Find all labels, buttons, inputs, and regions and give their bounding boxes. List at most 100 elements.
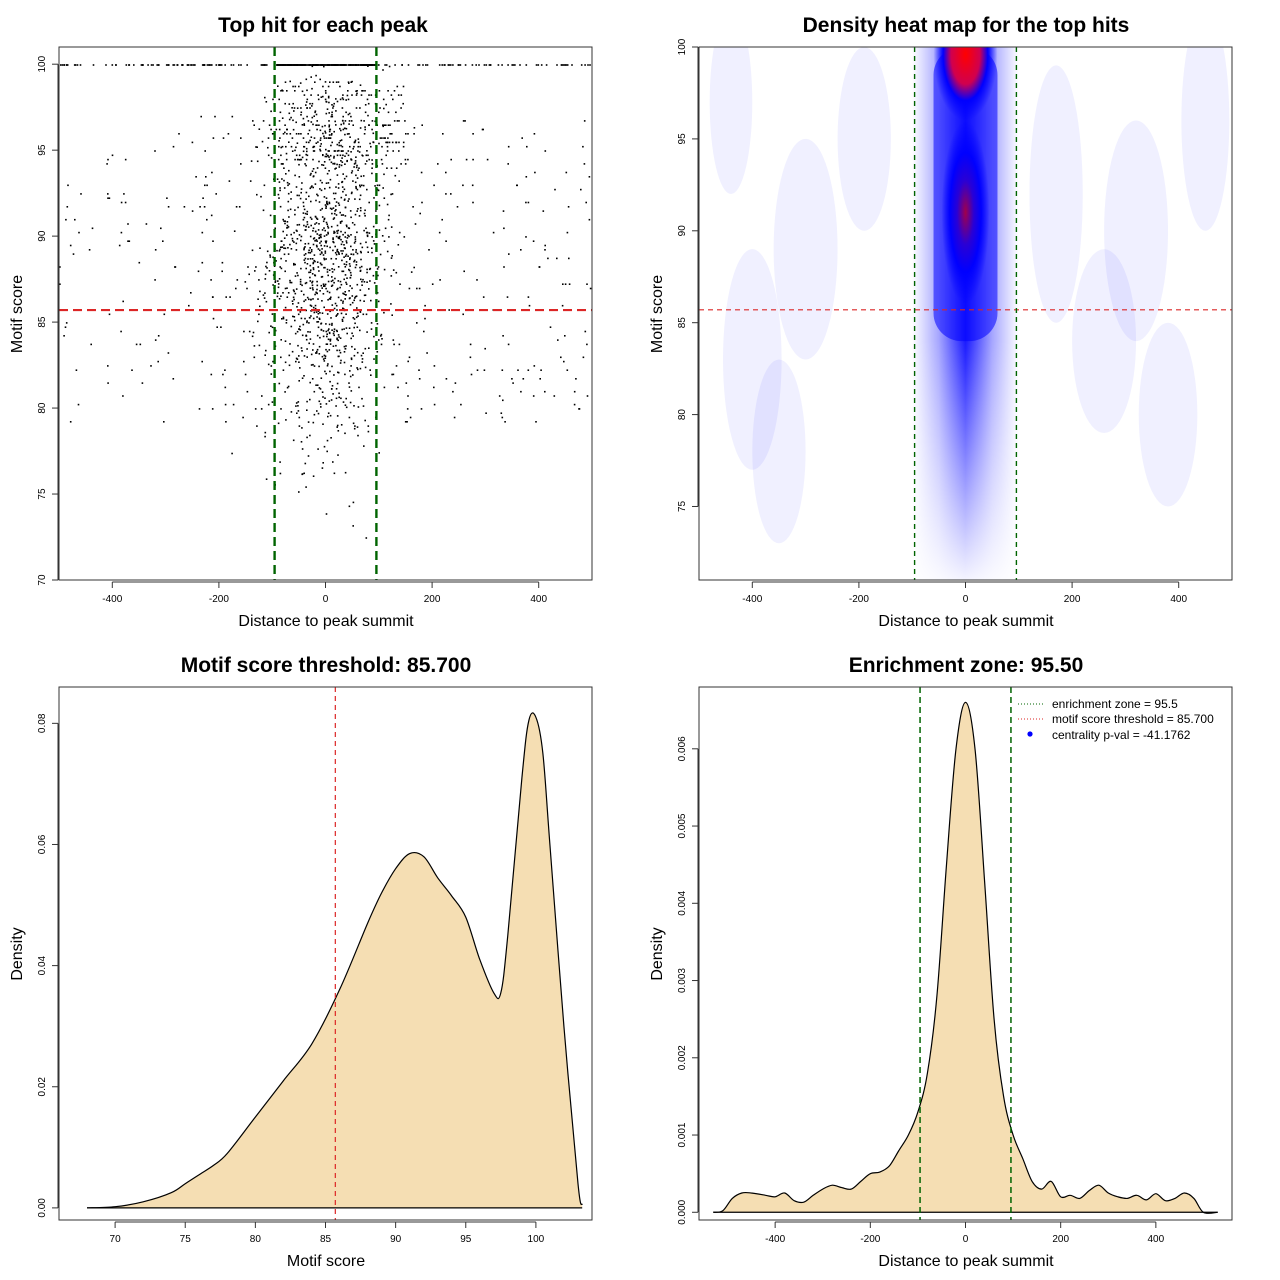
legend-label: enrichment zone = 95.5 bbox=[1052, 697, 1178, 711]
scatter-point bbox=[457, 64, 460, 66]
scatter-point bbox=[359, 329, 361, 332]
scatter-point bbox=[215, 193, 217, 195]
scatter-point bbox=[303, 300, 305, 303]
scatter-point bbox=[321, 164, 323, 166]
scatter-point bbox=[277, 422, 280, 425]
scatter-point bbox=[315, 124, 317, 126]
scatter-point bbox=[324, 370, 326, 373]
scatter-point bbox=[453, 416, 456, 419]
scatter-point bbox=[315, 384, 317, 386]
scatter-point bbox=[356, 177, 359, 179]
scatter-point bbox=[290, 248, 293, 250]
scatter-point bbox=[115, 64, 117, 66]
scatter-point bbox=[326, 313, 329, 315]
scatter-point bbox=[343, 361, 346, 364]
scatter-point bbox=[567, 206, 570, 208]
scatter-point bbox=[344, 236, 347, 238]
scatter-point bbox=[172, 64, 174, 66]
scatter-point bbox=[357, 64, 360, 66]
scatter-point bbox=[351, 345, 353, 348]
scatter-point bbox=[307, 226, 310, 228]
scatter-point bbox=[264, 273, 267, 276]
scatter-point bbox=[314, 216, 317, 218]
scatter-point bbox=[428, 249, 430, 251]
scatter-point bbox=[375, 210, 377, 212]
scatter-point bbox=[424, 304, 426, 307]
scatter-point bbox=[69, 244, 72, 247]
scatter-point bbox=[545, 64, 548, 66]
scatter-point bbox=[297, 401, 300, 403]
scatter-point bbox=[225, 296, 227, 298]
scatter-point bbox=[507, 163, 509, 165]
x-tick-label: 80 bbox=[250, 1234, 262, 1245]
scatter-point bbox=[311, 258, 314, 260]
scatter-point bbox=[326, 335, 328, 338]
scatter-point bbox=[544, 150, 547, 152]
scatter-point bbox=[501, 64, 503, 66]
scatter-point bbox=[220, 326, 222, 328]
scatter-point bbox=[319, 148, 321, 151]
scatter-point bbox=[403, 236, 406, 238]
scatter-point bbox=[309, 269, 312, 271]
scatter-point bbox=[75, 369, 78, 371]
scatter-point bbox=[323, 266, 325, 269]
scatter-point bbox=[331, 212, 333, 215]
scatter-point bbox=[286, 296, 289, 298]
scatter-point bbox=[326, 450, 328, 453]
scatter-point bbox=[368, 64, 371, 66]
scatter-point bbox=[304, 243, 307, 245]
scatter-point bbox=[252, 120, 254, 122]
scatter-point bbox=[312, 146, 314, 149]
scatter-point bbox=[294, 85, 297, 88]
scatter-point bbox=[346, 277, 348, 279]
scatter-point bbox=[331, 276, 333, 278]
scatter-point bbox=[224, 64, 226, 66]
scatter-point bbox=[298, 361, 300, 363]
scatter-point bbox=[292, 315, 294, 318]
scatter-point bbox=[354, 181, 357, 184]
scatter-point bbox=[337, 280, 340, 282]
scatter-point bbox=[335, 124, 337, 126]
scatter-point bbox=[371, 236, 373, 238]
scatter-point bbox=[332, 218, 335, 220]
scatter-point bbox=[334, 231, 336, 234]
scatter-point bbox=[270, 365, 273, 367]
scatter-point bbox=[349, 64, 351, 66]
scatter-point bbox=[521, 137, 523, 139]
scatter-point bbox=[326, 364, 329, 367]
scatter-point bbox=[438, 64, 441, 66]
scatter-point bbox=[307, 251, 310, 254]
scatter-point bbox=[511, 64, 513, 66]
scatter-point bbox=[426, 64, 429, 66]
scatter-point bbox=[282, 64, 285, 66]
scatter-point bbox=[257, 320, 259, 323]
scatter-point bbox=[212, 317, 215, 320]
scatter-point bbox=[303, 259, 306, 261]
scatter-point bbox=[197, 270, 200, 273]
scatter-point bbox=[406, 421, 408, 423]
scatter-point bbox=[357, 368, 359, 371]
scatter-point bbox=[302, 205, 305, 208]
scatter-point bbox=[381, 235, 384, 237]
scatter-point bbox=[309, 102, 311, 105]
scatter-point bbox=[267, 146, 269, 149]
scatter-point bbox=[305, 153, 307, 156]
scatter-point bbox=[327, 96, 330, 99]
scatter-point bbox=[416, 287, 418, 290]
scatter-point bbox=[296, 238, 299, 240]
scatter-point bbox=[369, 142, 371, 145]
scatter-point bbox=[385, 141, 387, 144]
scatter-point bbox=[65, 64, 68, 66]
scatter-point bbox=[377, 266, 380, 268]
scatter-point bbox=[305, 141, 308, 144]
scatter-point bbox=[445, 171, 447, 174]
y-axis-label: Motif score bbox=[9, 275, 26, 353]
scatter-point bbox=[284, 102, 286, 105]
scatter-point bbox=[575, 378, 577, 380]
scatter-point bbox=[108, 313, 111, 316]
scatter-point bbox=[190, 292, 192, 294]
scatter-point bbox=[335, 98, 337, 100]
scatter-point bbox=[402, 85, 405, 88]
scatter-point bbox=[154, 339, 157, 341]
scatter-point bbox=[260, 64, 263, 66]
